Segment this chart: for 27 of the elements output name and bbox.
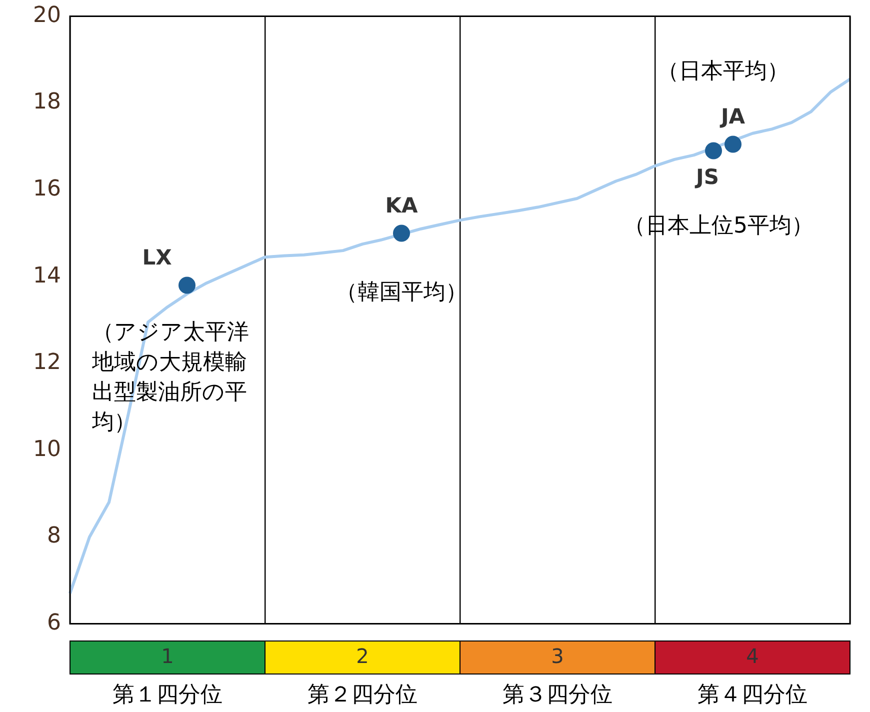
y-tick-label: 14 xyxy=(33,263,61,288)
y-tick-label: 16 xyxy=(33,176,61,202)
y-tick-label: 6 xyxy=(47,610,61,636)
y-tick-label: 12 xyxy=(33,350,61,376)
point xyxy=(705,142,722,160)
y-tick-label: 18 xyxy=(33,90,61,115)
category-label: 第１四分位 xyxy=(112,682,222,708)
data-label: 3 xyxy=(551,644,564,668)
point xyxy=(393,224,410,242)
annotation: （日本平均） xyxy=(657,58,789,84)
annotation: （韓国平均） xyxy=(336,280,468,305)
category-label: 第４四分位 xyxy=(698,682,808,708)
y-tick-label: 20 xyxy=(33,2,61,28)
data-label: 4 xyxy=(746,644,759,668)
annotation: （アジア太平洋地域の大規模輸出型製油所の平均） xyxy=(91,320,249,435)
y-tick-label: 10 xyxy=(33,436,61,462)
y-tick-label: 8 xyxy=(47,524,61,549)
category-label: 第３四分位 xyxy=(502,682,612,708)
point xyxy=(724,136,742,153)
point xyxy=(178,276,196,294)
series-label: KA xyxy=(385,194,419,218)
series-label: JA xyxy=(718,104,746,129)
series-label: JS xyxy=(694,165,719,190)
data-label: 2 xyxy=(356,644,369,668)
data-label: 1 xyxy=(161,644,174,668)
category-label: 第２四分位 xyxy=(308,682,418,708)
series-label: LX xyxy=(142,246,172,270)
